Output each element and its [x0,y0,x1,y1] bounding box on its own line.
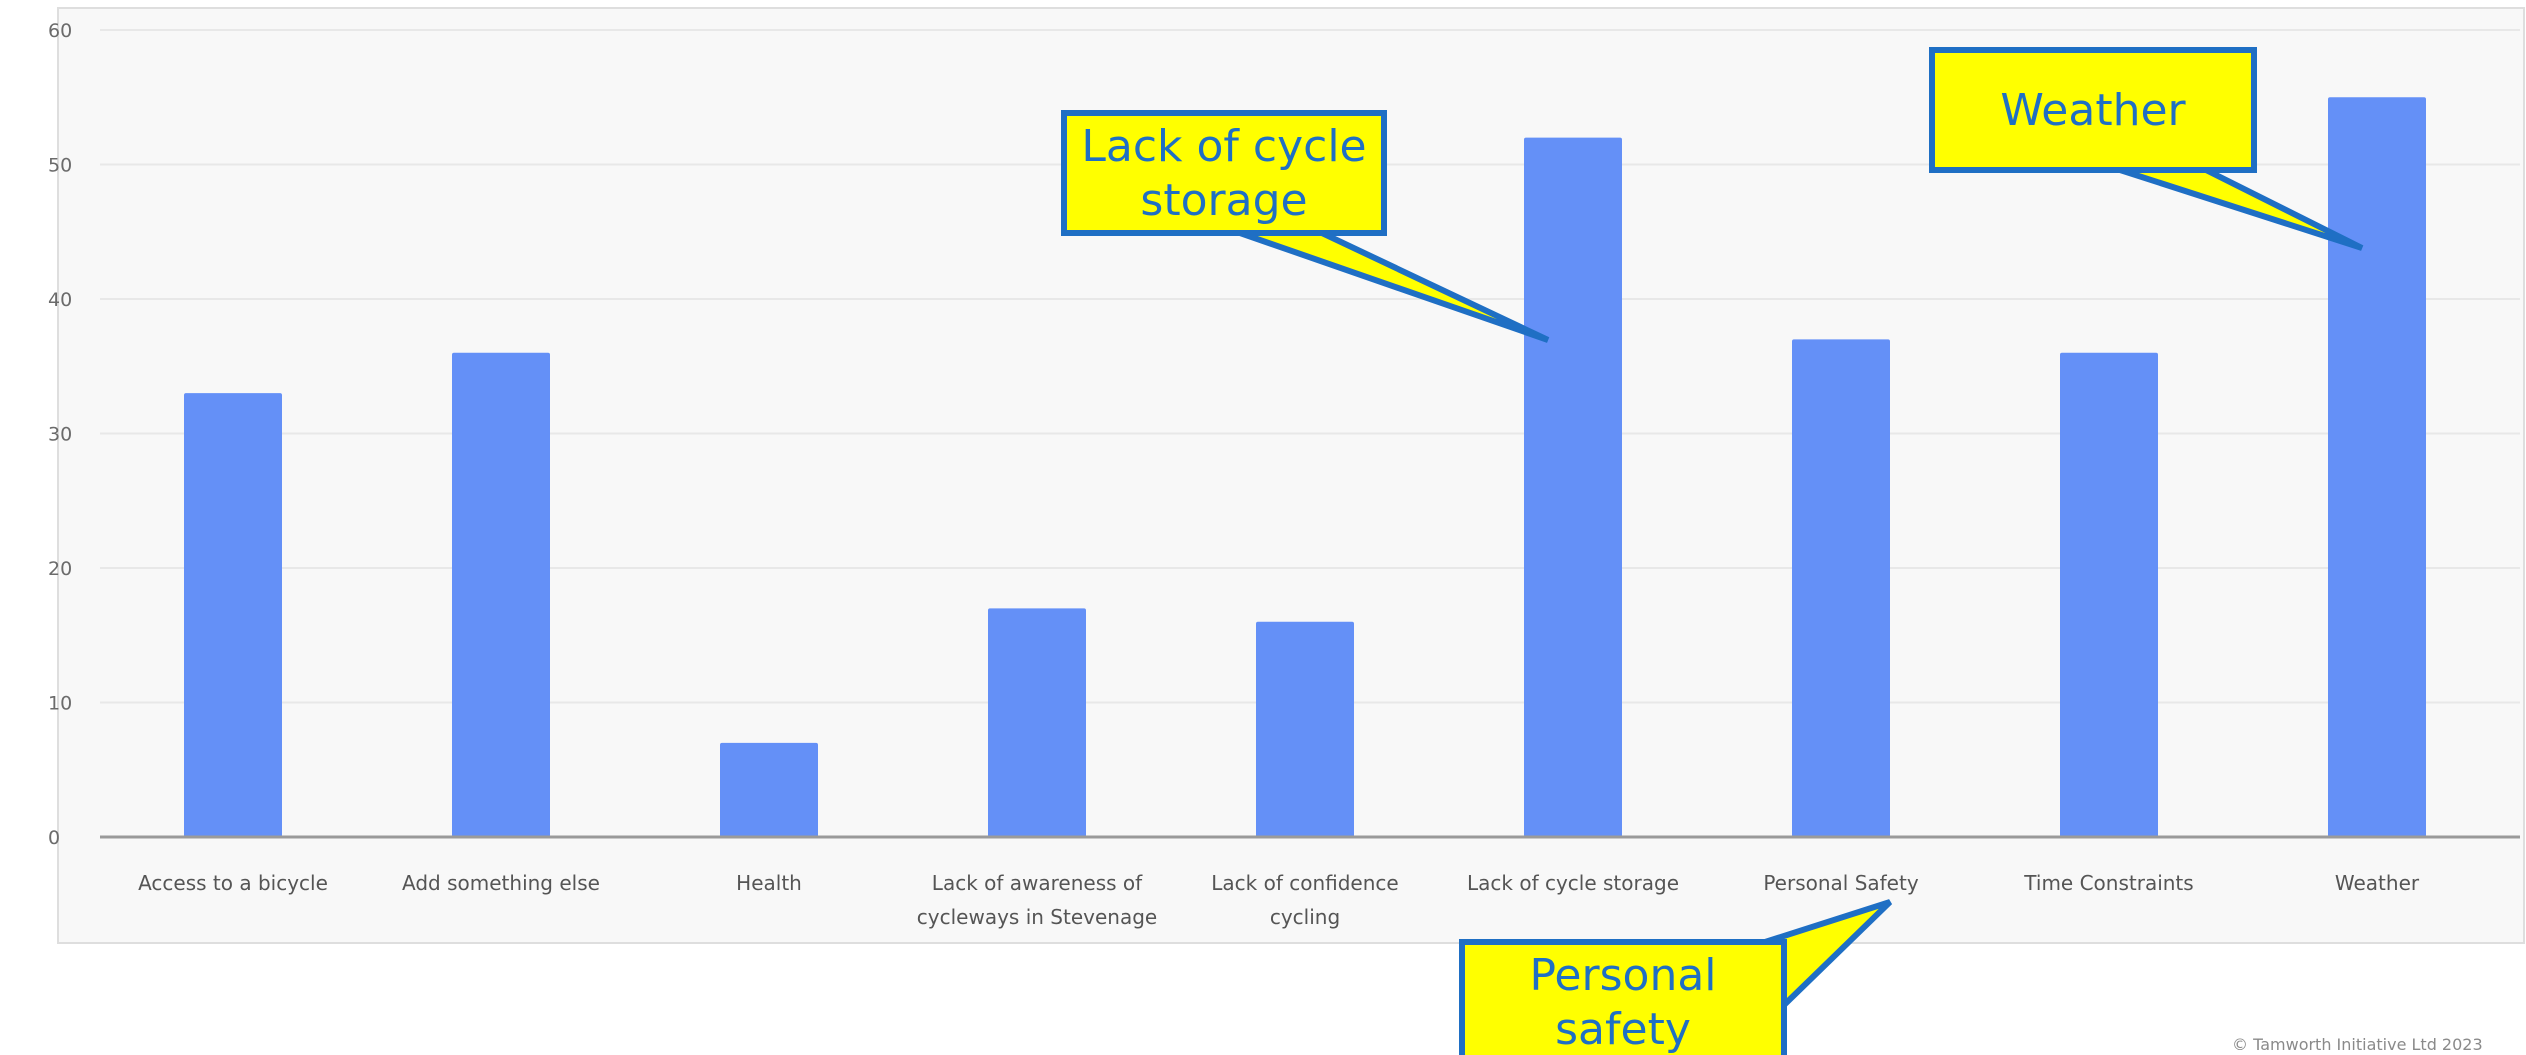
callout-fill [1935,53,2251,167]
y-tick-labels: 0 10 20 30 40 50 60 [48,20,72,849]
callout-personal-safety: Personal safety [1459,899,1893,1055]
category-label: Lack of cycle storage [1467,871,1679,895]
callout-fill [1067,116,1381,230]
callout-cycle-storage: Lack of cycle storage [1061,110,1550,343]
category-label: Time Constraints [2023,871,2193,895]
y-tick-label: 10 [48,693,72,715]
callout-weather: Weather [1929,47,2364,251]
category-label: Lack of awareness of cycleways in Stevena… [917,871,1157,929]
y-tick-label: 60 [48,20,72,42]
bar [1524,137,1622,838]
y-tick-label: 40 [48,289,72,311]
callout-fill [1465,945,1781,1055]
category-label: Add something else [402,871,600,895]
category-label: Lack of confidence cycling [1211,871,1398,929]
category-labels: Access to a bicycle Add something else Hea… [138,871,2420,929]
bars [184,97,2426,838]
callout-label: Weather [2000,85,2186,136]
bar [2060,352,2158,837]
y-tick-label: 0 [48,827,60,849]
category-label: Access to a bicycle [138,871,328,895]
callouts: Lack of cycle storage Weather Personal safet… [1061,47,2364,1055]
callout-label: Lack of cycle storage [1081,121,1366,226]
bar [452,352,550,837]
callout-label: Personal safety [1529,950,1716,1055]
y-tick-label: 50 [48,155,72,177]
bar [1792,339,1890,837]
y-tick-label: 20 [48,558,72,580]
y-tick-label: 30 [48,424,72,446]
category-label: Personal Safety [1763,871,1919,895]
bar [184,393,282,837]
bar [988,608,1086,837]
copyright-footer: © Tamworth Initiative Ltd 2023 [2232,1035,2483,1054]
category-label: Health [736,871,802,895]
bar [2328,97,2426,837]
category-label: Weather [2335,871,2420,895]
bar [720,742,818,837]
bar [1256,621,1354,837]
